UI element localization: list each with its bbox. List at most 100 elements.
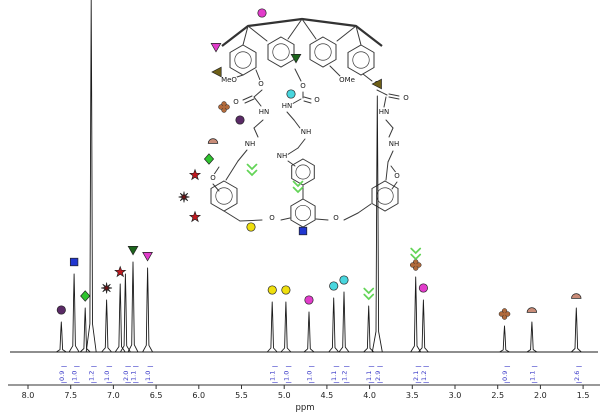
marker-lime-chevron2-icon — [410, 247, 422, 261]
bond-line — [280, 217, 291, 221]
bond-line — [225, 160, 239, 181]
nmr-peak — [142, 267, 153, 353]
nmr-peak — [570, 307, 582, 353]
integration-value: 0.9 — [58, 371, 66, 381]
nmr-peak — [410, 276, 422, 353]
nmr-peak — [56, 321, 67, 353]
bond-line — [293, 119, 301, 129]
marker-olive-tri_left-icon — [371, 78, 382, 90]
benzene-ring — [371, 180, 399, 212]
marker-lime-chevron2-icon — [246, 163, 258, 177]
bond-line — [315, 218, 329, 221]
integration-value: 0.9 — [501, 371, 509, 381]
axis-tick-label: 6.0 — [192, 391, 205, 400]
marker-cyan-circle-icon — [339, 275, 349, 285]
axis-tick-label: 8.0 — [22, 391, 35, 400]
integration-value: 1.1 — [528, 371, 536, 381]
bond-line — [294, 68, 302, 82]
benzene-ring — [229, 44, 257, 76]
bond-line — [329, 65, 341, 77]
marker-brown-club-icon — [409, 259, 422, 271]
aromatic-circle — [352, 51, 370, 69]
aromatic-circle — [294, 204, 312, 222]
atom-label: O — [394, 172, 400, 180]
integration-value: 1.0 — [71, 371, 79, 381]
bond-line — [287, 160, 296, 167]
benzene-ring — [309, 36, 337, 68]
bond-line — [297, 138, 306, 149]
bond-line — [233, 74, 244, 79]
marker-purple-circle-icon — [235, 115, 245, 125]
atom-label: OMe — [339, 76, 355, 84]
integration-value: 1.0 — [103, 371, 111, 381]
marker-brown-club-icon — [218, 101, 230, 113]
integration-value: 2.1 — [412, 371, 420, 381]
axis-tick-label: 3.5 — [406, 391, 419, 400]
nmr-peak — [120, 273, 131, 353]
marker-red-star-icon — [114, 265, 127, 278]
bond-line — [244, 98, 255, 104]
integration-value: 2.6 — [573, 371, 581, 381]
nmr-peak — [499, 325, 510, 353]
integration-value: 1.1 — [330, 371, 338, 381]
aromatic-circle — [272, 43, 290, 61]
marker-red-star-icon — [188, 168, 202, 181]
bond-line — [385, 119, 394, 129]
atom-label: O — [403, 94, 409, 102]
atom-label: HN — [282, 102, 293, 110]
nmr-peak — [280, 301, 292, 353]
benzene-ring — [291, 158, 315, 186]
axis-tick-label: 2.0 — [534, 391, 547, 400]
bond-line — [301, 18, 317, 40]
marker-lime-chevron2-icon — [292, 180, 304, 194]
spectrum-trace — [10, 0, 598, 353]
nmr-peak — [114, 283, 126, 353]
marker-yellow-circle-icon — [281, 285, 291, 295]
bond-line — [223, 210, 241, 222]
integration-value: 2.0 — [122, 371, 130, 381]
integration-value: 1.2 — [340, 371, 348, 381]
bond-line — [385, 161, 389, 181]
aromatic-circle — [314, 43, 332, 61]
axis-tick-label: 6.5 — [150, 391, 163, 400]
integration-value: 1.0 — [305, 371, 313, 381]
marker-olive-tri_left-icon — [211, 66, 222, 78]
integration-value: 1.2 — [420, 371, 428, 381]
bond-line — [242, 25, 249, 46]
bond-line — [388, 93, 400, 97]
marker-green-diamond-icon — [80, 290, 91, 302]
bond-line — [387, 150, 394, 163]
bond-line — [343, 212, 359, 221]
atom-label: O — [210, 174, 216, 182]
marker-red-star-icon — [188, 210, 202, 223]
marker-blue-square-icon — [69, 257, 79, 267]
axis-tick-label: 5.0 — [278, 391, 291, 400]
bond-line — [247, 25, 268, 42]
nmr-peak — [266, 301, 278, 353]
solvent-peak — [85, 0, 97, 353]
aromatic-circle — [376, 187, 394, 205]
nmr-peak — [418, 299, 429, 353]
bond-line — [253, 96, 262, 107]
marker-darkgreen-tri_down-icon — [127, 246, 139, 256]
nmr-peak — [363, 305, 375, 353]
integration-value: 1.1 — [365, 371, 373, 381]
benzene-ring — [290, 198, 316, 228]
marker-magenta-tri_down-icon — [142, 252, 153, 262]
integration-value: 1.1 — [269, 371, 277, 381]
atom-label: O — [233, 98, 239, 106]
bond-line — [212, 183, 220, 192]
aromatic-circle — [234, 51, 252, 69]
atom-label: NH — [301, 128, 312, 136]
nmr-peak — [68, 273, 80, 353]
nmr-peak — [127, 261, 139, 353]
marker-darkred-burst-icon — [178, 191, 190, 203]
marker-magenta-circle-icon — [304, 295, 314, 305]
aromatic-circle — [215, 187, 233, 205]
bond-line — [291, 98, 302, 105]
marker-blue-square-icon — [298, 226, 308, 236]
bond-line — [255, 69, 261, 81]
x-axis-title: ppm — [295, 403, 314, 413]
integration-value: 2.9 — [374, 371, 382, 381]
